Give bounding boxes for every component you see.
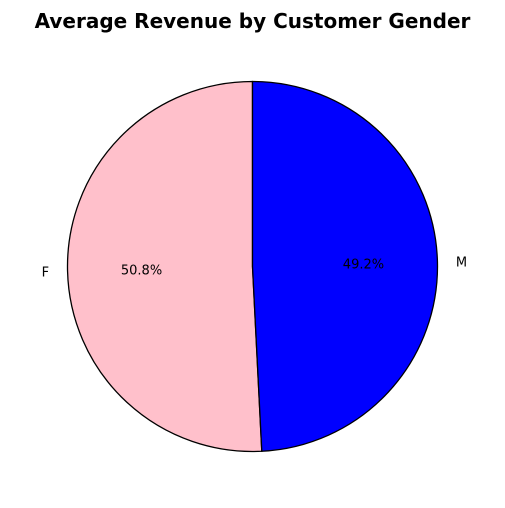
- pie-slices: [66, 80, 439, 453]
- chart-title: Average Revenue by Customer Gender: [35, 9, 471, 33]
- pct-label-f: 50.8%: [121, 263, 162, 278]
- pie-labels: F 50.8% M 49.2%: [42, 255, 468, 280]
- pie-slice-m: [251, 80, 439, 452]
- slice-label-m: M: [456, 255, 467, 270]
- pie-slice-f: [66, 80, 263, 453]
- slice-label-f: F: [42, 266, 49, 281]
- pct-label-m: 49.2%: [343, 258, 384, 273]
